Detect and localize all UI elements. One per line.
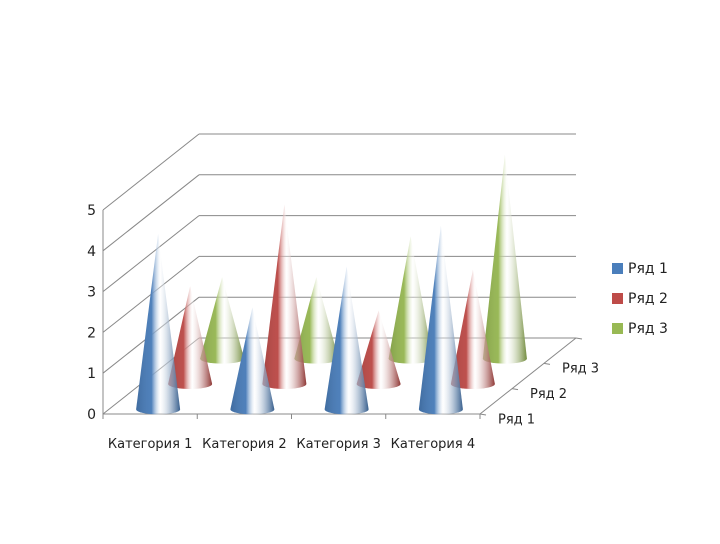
gridline-side — [102, 174, 200, 252]
legend-label: Ряд 1 — [628, 261, 668, 277]
depth-tick-label: Ряд 1 — [498, 412, 535, 427]
depth-axis-tick — [543, 362, 551, 365]
x-tick-label: Категория 4 — [391, 437, 475, 452]
legend-swatch — [612, 323, 623, 334]
legend: Ряд 1 Ряд 2 Ряд 3 — [612, 261, 668, 337]
legend-label: Ряд 2 — [628, 291, 668, 307]
cone-shade — [324, 266, 369, 415]
depth-axis-tick — [479, 413, 487, 416]
x-tick-label: Категория 3 — [296, 437, 380, 452]
cone-shade — [230, 307, 275, 415]
depth-tick-label: Ряд 2 — [530, 387, 567, 402]
gridline-side — [102, 215, 200, 292]
y-tick-label: 4 — [87, 244, 96, 260]
cones — [136, 154, 527, 415]
cone-shade — [356, 310, 401, 389]
cone-shade — [388, 236, 433, 364]
cone — [294, 277, 339, 364]
cone-shade — [136, 233, 181, 415]
depth-axis-tick — [575, 337, 583, 340]
legend-swatch — [612, 263, 623, 274]
y-tick-label: 5 — [87, 203, 96, 219]
cone — [482, 154, 527, 364]
cone — [136, 233, 181, 415]
cone — [356, 310, 401, 389]
cone-shade — [418, 225, 463, 415]
gridline-side — [102, 133, 200, 211]
cone-shade — [262, 204, 307, 389]
legend-label: Ряд 3 — [628, 321, 668, 337]
cone — [388, 236, 433, 364]
cone-shade — [294, 277, 339, 364]
legend-swatch — [612, 293, 623, 304]
cone — [450, 269, 495, 389]
cone — [168, 286, 213, 389]
cone — [324, 266, 369, 415]
y-tick-label: 2 — [87, 325, 96, 341]
depth-tick-label: Ряд 3 — [562, 362, 599, 377]
depth-axis-tick — [511, 388, 519, 391]
y-tick-label: 3 — [87, 285, 96, 301]
cone — [262, 204, 307, 389]
cone-shade — [482, 154, 527, 364]
cone — [418, 225, 463, 415]
axes: 0 1 2 3 4 5 Категория 1 Категория 2 Категория 3 К… — [87, 203, 599, 452]
cone-shade — [450, 269, 495, 389]
y-tick-label: 1 — [87, 366, 96, 382]
cone — [200, 277, 245, 364]
cone-shade — [168, 286, 213, 389]
depth-axis-line — [479, 337, 577, 415]
cone-shade — [200, 277, 245, 364]
cone — [230, 307, 275, 415]
x-tick-label: Категория 1 — [108, 437, 192, 452]
y-tick-label: 0 — [87, 407, 96, 423]
x-tick-label: Категория 2 — [202, 437, 286, 452]
